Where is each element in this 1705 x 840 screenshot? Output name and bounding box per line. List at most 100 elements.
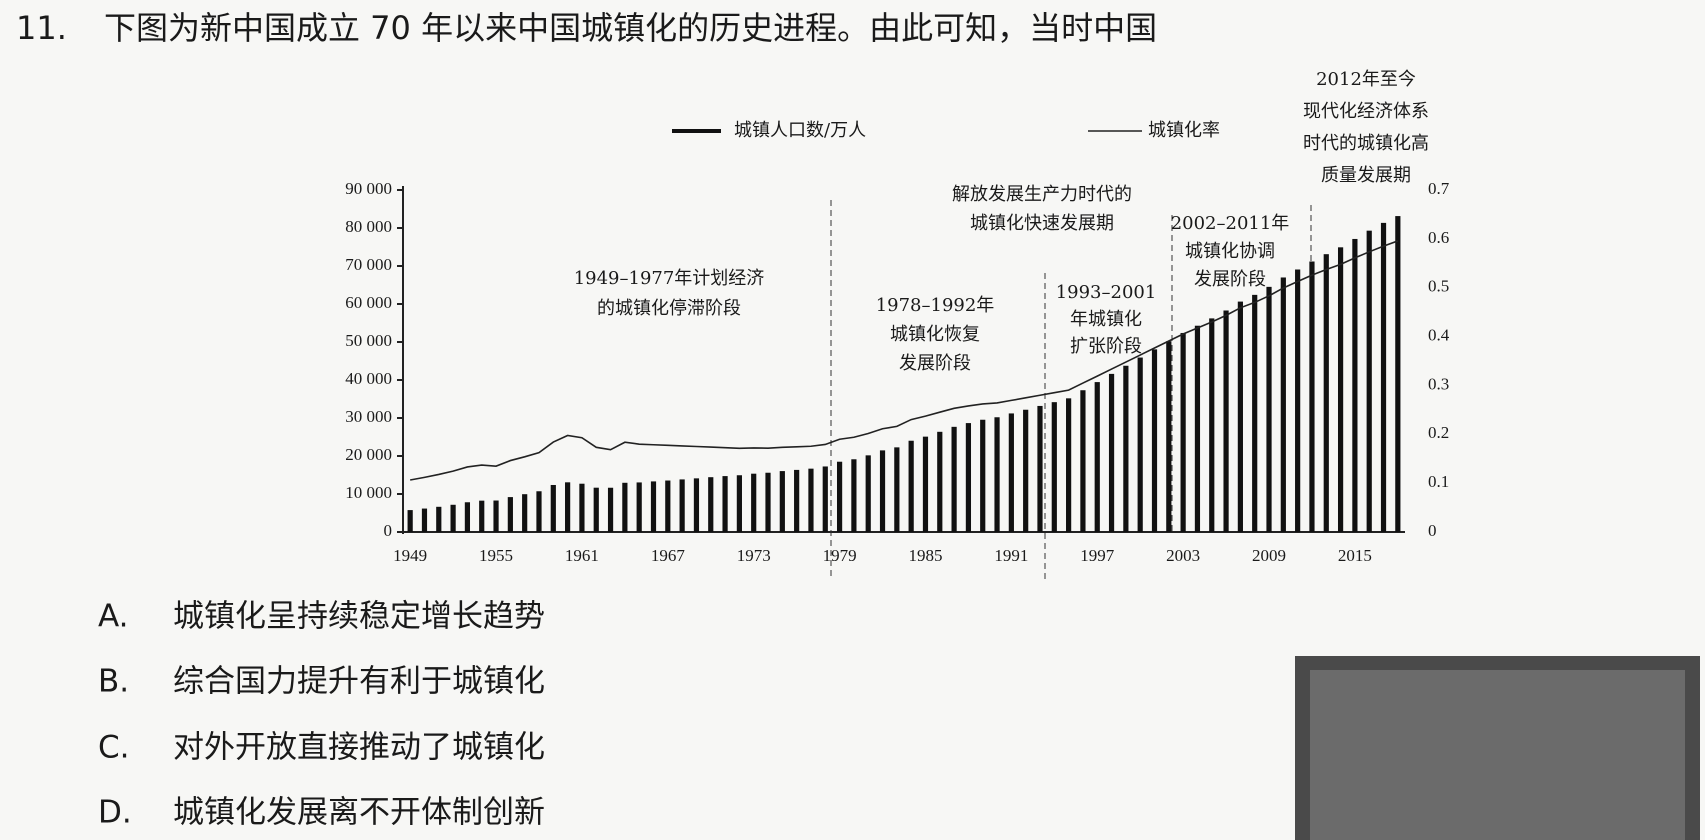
bar [1366,230,1372,532]
period-annotation: 质量发展期 [1321,165,1411,186]
bar [722,476,728,532]
bar [951,426,957,532]
bar [794,469,800,532]
bar [1209,318,1215,532]
bar [665,480,671,532]
bar [407,510,413,532]
bar [1395,216,1401,532]
bar [1337,247,1344,532]
bar [622,482,628,532]
y2-tick-label: 0.4 [1428,325,1450,344]
bar [536,491,542,532]
bar [579,483,585,532]
bar [1094,382,1100,532]
y-tick-label: 20 000 [345,445,392,464]
bar [736,475,742,532]
y-tick-label: 50 000 [345,331,392,350]
bar [1295,269,1301,532]
bar [1137,357,1143,532]
bar [607,487,614,532]
bar [1080,390,1086,532]
bar [522,494,528,532]
y-tick-label: 80 000 [345,217,392,236]
question-text: 下图为新中国成立 70 年以来中国城镇化的历史进程。由此可知，当时中国 [104,9,1157,47]
period-annotation: 时代的城镇化高 [1303,133,1429,154]
bar [1352,238,1358,532]
bar [1223,310,1229,532]
y2-tick-label: 0 [1428,521,1437,540]
option-text: 对外开放直接推动了城镇化 [173,730,545,766]
bar [779,471,785,532]
bar [1023,409,1029,532]
bar [1237,301,1243,532]
y-tick-label: 90 000 [345,179,392,198]
y2-tick-label: 0.3 [1428,374,1449,393]
bar [565,482,571,532]
option-letter: C. [98,730,130,766]
y2-tick-label: 0.2 [1428,423,1449,442]
bar [937,431,943,532]
period-annotation: 的城镇化停滞阶段 [597,298,741,319]
bar [908,440,914,532]
bar [1380,222,1387,532]
y-tick-label: 10 000 [345,483,392,502]
x-tick-label: 1949 [393,546,427,565]
period-annotation: 1993–2001 [1056,282,1157,303]
bar [479,500,485,532]
bar [865,455,871,532]
bar [593,487,599,532]
option-text: 城镇化呈持续稳定增长趋势 [173,599,545,635]
rate-line [410,240,1399,481]
bar [822,466,828,532]
bar [1051,402,1057,532]
bar [650,481,657,532]
x-tick-label: 1973 [737,546,771,565]
x-tick-label: 1991 [994,546,1028,565]
x-tick-label: 2003 [1166,546,1200,565]
bar [1266,286,1272,532]
bar [1066,398,1072,532]
bar [922,436,929,532]
bar [808,468,814,532]
bar [1252,294,1258,532]
bar [1180,332,1186,532]
option-letter: B. [98,664,129,700]
bar [693,478,700,532]
bar [994,417,1000,532]
bar [507,497,513,532]
bar [636,482,642,532]
bar [1151,349,1158,532]
bar [1309,261,1315,532]
bar [450,504,456,532]
bar [550,484,556,532]
x-tick-label: 1967 [651,546,686,565]
period-annotation: 年城镇化 [1070,309,1142,330]
bar [708,477,714,532]
bar [1323,254,1329,532]
period-annotation: 发展阶段 [899,353,971,374]
legend-label: 城镇化率 [1148,120,1220,141]
period-annotation: 扩张阶段 [1070,336,1142,357]
x-tick-label: 2009 [1252,546,1286,565]
period-annotation: 城镇化协调 [1185,241,1275,262]
y-tick-label: 60 000 [345,293,392,312]
x-tick-label: 1979 [823,546,857,565]
bar [836,461,843,532]
period-annotation: 1978–1992年 [876,295,995,316]
period-annotation: 2002–2011年 [1171,213,1290,234]
x-tick-label: 1985 [908,546,942,565]
option-letter: D. [98,795,132,831]
bar [965,423,972,532]
period-annotation: 城镇化恢复 [890,324,980,345]
option-text: 综合国力提升有利于城镇化 [173,664,545,700]
bar [464,502,471,532]
photo-detail [1310,670,1685,840]
bar [1008,413,1014,532]
bar [493,500,499,532]
period-annotation: 2012年至今 [1316,69,1416,90]
x-tick-label: 1997 [1080,546,1115,565]
x-tick-label: 2015 [1338,546,1372,565]
bar [1194,325,1201,532]
period-annotation: 1949–1977年计划经济 [574,268,765,289]
